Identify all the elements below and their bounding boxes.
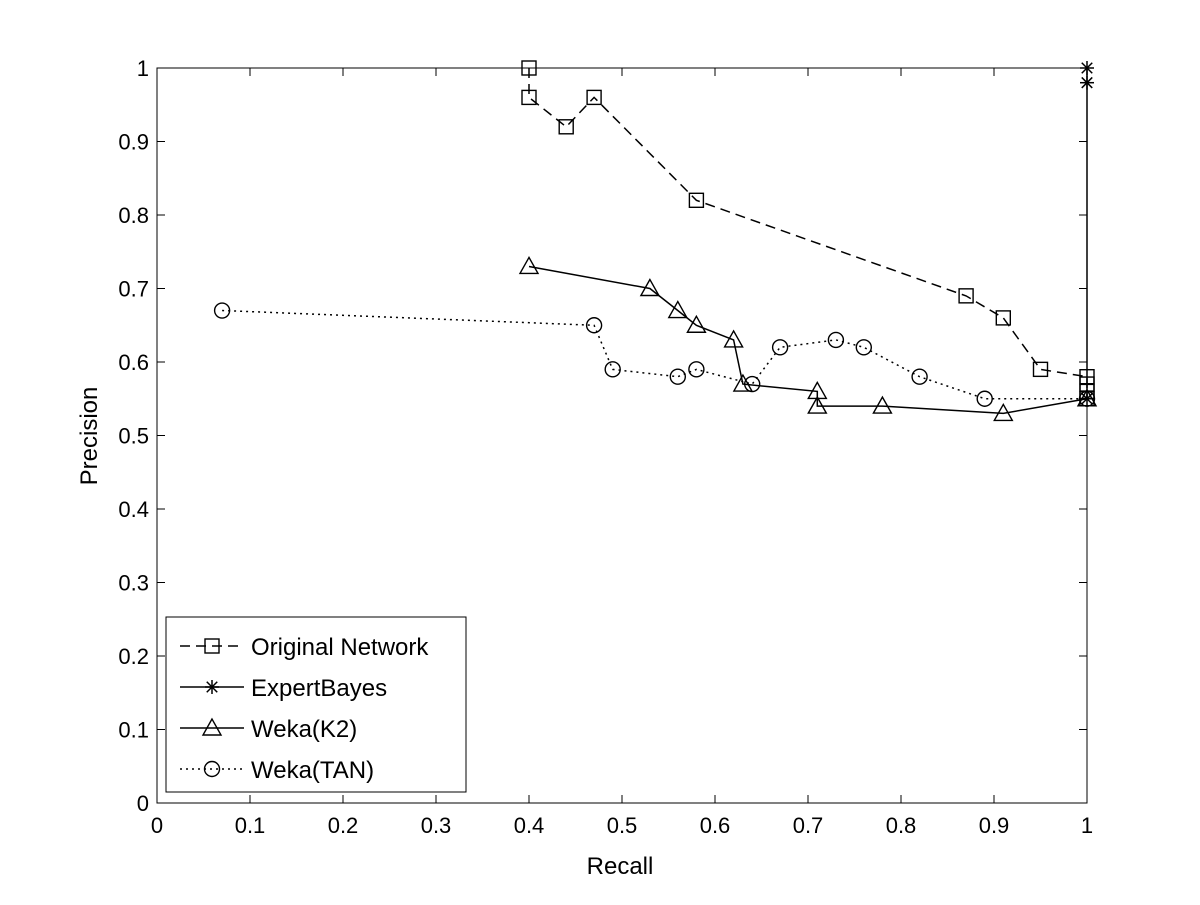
data-point-3 (976, 390, 993, 407)
data-point-1-stroke (1081, 62, 1093, 74)
data-point-1 (1080, 61, 1094, 75)
data-point-0 (521, 89, 537, 106)
y-tick-label: 0.4 (118, 497, 149, 522)
data-point-2 (993, 403, 1014, 422)
y-tick-label: 0.3 (118, 571, 149, 596)
data-point-3 (771, 339, 789, 356)
data-point-0 (586, 89, 602, 106)
x-tick-label: 1 (1081, 813, 1093, 838)
data-point-2 (518, 256, 540, 275)
x-tick-label: 0.6 (700, 813, 731, 838)
legend-label-3: Weka(TAN) (251, 757, 374, 784)
data-point-3 (1078, 390, 1096, 407)
data-point-2 (667, 300, 688, 319)
series-markers (213, 60, 1098, 422)
data-point-1-stroke (1081, 76, 1093, 89)
data-point-0 (1032, 361, 1049, 378)
x-tick-label: 0.1 (235, 813, 266, 838)
legend: Original Network ExpertBayes Weka(K2) Weka(… (165, 616, 467, 793)
data-point-3 (585, 317, 603, 334)
data-point-0 (558, 119, 574, 135)
x-tick-label: 0.5 (607, 813, 638, 838)
y-tick-label: 0.6 (118, 350, 149, 375)
data-point-1 (1080, 75, 1094, 90)
y-axis-title: Precision (76, 387, 103, 486)
data-point-3 (744, 375, 761, 393)
data-point-3 (213, 302, 231, 319)
data-point-2 (723, 329, 744, 348)
x-tick-label: 0.4 (514, 813, 545, 838)
x-tick-label: 0.3 (421, 813, 452, 838)
data-point-2 (872, 395, 893, 414)
data-point-3 (827, 331, 845, 349)
data-point-3 (911, 368, 928, 385)
legend-marker-0 (204, 638, 220, 654)
legend-marker-2 (201, 717, 223, 736)
axis-ticks: 0 0.1 0.2 0.3 0.4 0.5 0.6 0.7 0.8 0.9 1 0 0.1 0.2 0.3 0… (118, 56, 1093, 838)
legend-marker-1-stroke (206, 681, 218, 693)
data-point-3 (855, 339, 872, 356)
data-point-0 (688, 192, 705, 209)
legend-label-2: Weka(K2) (251, 716, 357, 743)
y-tick-label: 0.1 (118, 718, 149, 743)
data-point-3 (669, 368, 686, 385)
legend-marker-3 (203, 760, 221, 778)
legend-label-1: ExpertBayes (251, 675, 387, 702)
y-tick-label: 0.9 (118, 130, 149, 155)
data-point-2 (732, 373, 754, 392)
x-tick-label: 0 (151, 813, 163, 838)
data-point-2 (686, 314, 707, 333)
data-point-0 (521, 60, 537, 76)
y-tick-label: 1 (137, 56, 149, 81)
x-tick-label: 0.8 (886, 813, 917, 838)
x-tick-label: 0.2 (328, 813, 359, 838)
legend-label-0: Original Network (251, 634, 429, 661)
data-point-0 (958, 288, 974, 304)
data-point-3 (688, 361, 705, 378)
y-tick-label: 0.2 (118, 644, 149, 669)
x-tick-label: 0.7 (793, 813, 824, 838)
data-point-3 (604, 361, 621, 378)
x-axis-title: Recall (587, 853, 654, 880)
legend-marker-1 (205, 680, 219, 694)
series-line-3 (222, 309, 1087, 400)
y-tick-label: 0.8 (118, 203, 149, 228)
data-point-2 (807, 395, 828, 414)
y-tick-label: 0.7 (118, 277, 149, 302)
y-tick-label: 0.5 (118, 424, 149, 449)
series-line-2 (528, 265, 1088, 415)
data-point-2 (639, 278, 661, 297)
y-tick-label: 0 (137, 791, 149, 816)
x-tick-label: 0.9 (979, 813, 1010, 838)
data-point-0 (995, 310, 1011, 326)
